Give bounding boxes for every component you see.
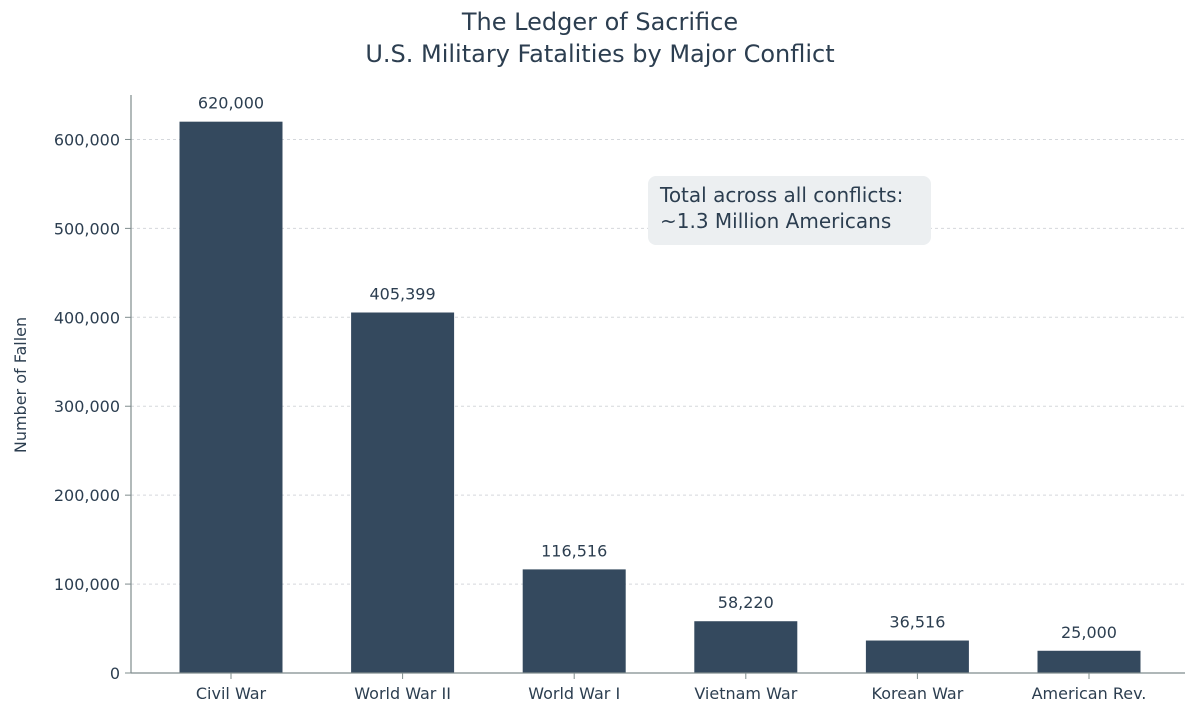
bars [179, 121, 1141, 673]
axes [125, 95, 1185, 679]
bar-data-label: 116,516 [541, 541, 607, 560]
annotation-line-2: ~1.3 Million Americans [660, 209, 892, 233]
bar-data-label: 36,516 [889, 613, 945, 632]
x-tick-label: American Rev. [1032, 684, 1147, 703]
bar [179, 121, 283, 673]
bar [522, 569, 626, 673]
chart-title: The Ledger of Sacrifice U.S. Military Fa… [0, 6, 1200, 70]
x-tick-label: Civil War [196, 684, 267, 703]
gridlines [131, 138, 1185, 585]
y-tick-label: 600,000 [54, 130, 120, 149]
bar [694, 621, 798, 673]
y-tick-label: 300,000 [54, 397, 120, 416]
total-annotation: Total across all conflicts: ~1.3 Million… [648, 176, 931, 245]
bar-data-label: 58,220 [718, 593, 774, 612]
y-tick-label: 500,000 [54, 219, 120, 238]
y-axis-label: Number of Fallen [11, 317, 30, 453]
bar-data-label: 620,000 [198, 94, 264, 113]
chart-title-line-2: U.S. Military Fatalities by Major Confli… [365, 40, 835, 68]
x-tick-label: Vietnam War [694, 684, 797, 703]
y-tick-label: 0 [110, 664, 120, 683]
bar [351, 312, 455, 673]
x-tick-label: Korean War [872, 684, 964, 703]
chart-title-line-1: The Ledger of Sacrifice [461, 8, 739, 36]
y-tick-label: 200,000 [54, 486, 120, 505]
bar-data-label: 405,399 [370, 285, 436, 304]
y-tick-label: 100,000 [54, 575, 120, 594]
bar [1037, 650, 1141, 673]
labels: 0 100,000 200,000 300,000 400,000 500,000 600,… [54, 94, 1147, 703]
bar-data-label: 25,000 [1061, 623, 1117, 642]
bar [865, 640, 969, 673]
x-tick-label: World War II [354, 684, 451, 703]
x-tick-label: World War I [528, 684, 620, 703]
y-tick-label: 400,000 [54, 308, 120, 327]
annotation-line-1: Total across all conflicts: [660, 183, 904, 207]
